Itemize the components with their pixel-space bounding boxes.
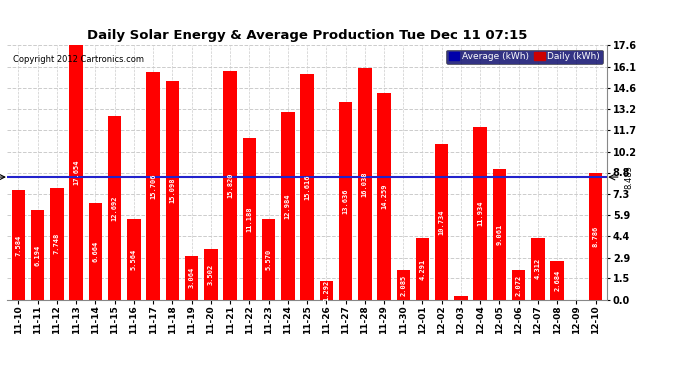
Text: 7.748: 7.748: [54, 233, 60, 255]
Bar: [31, 210, 44, 300]
Bar: [454, 296, 468, 300]
Bar: [262, 219, 275, 300]
Bar: [300, 74, 314, 300]
Legend: Average (kWh), Daily (kWh): Average (kWh), Daily (kWh): [446, 50, 602, 64]
Bar: [493, 169, 506, 300]
Bar: [473, 127, 487, 300]
Bar: [243, 138, 256, 300]
Bar: [377, 93, 391, 300]
Text: 12.984: 12.984: [285, 193, 290, 219]
Bar: [512, 270, 525, 300]
Text: 5.564: 5.564: [131, 249, 137, 270]
Bar: [358, 68, 371, 300]
Text: 12.692: 12.692: [112, 195, 118, 221]
Text: 11.934: 11.934: [477, 201, 483, 226]
Bar: [281, 112, 295, 300]
Text: 15.706: 15.706: [150, 174, 156, 199]
Text: 6.664: 6.664: [92, 241, 99, 262]
Bar: [12, 190, 25, 300]
Text: 8.485: 8.485: [624, 165, 633, 189]
Bar: [435, 144, 448, 300]
Bar: [224, 71, 237, 300]
Text: 9.061: 9.061: [496, 224, 502, 245]
Text: 3.064: 3.064: [188, 267, 195, 288]
Bar: [589, 173, 602, 300]
Bar: [127, 219, 141, 300]
Text: 17.654: 17.654: [73, 159, 79, 185]
Text: 4.312: 4.312: [535, 258, 541, 279]
Text: 1.292: 1.292: [324, 280, 329, 301]
Bar: [204, 249, 217, 300]
Text: 4.291: 4.291: [420, 258, 426, 279]
Text: 2.072: 2.072: [515, 274, 522, 296]
Bar: [50, 188, 63, 300]
Bar: [166, 81, 179, 300]
Bar: [551, 261, 564, 300]
Bar: [531, 237, 544, 300]
Bar: [319, 281, 333, 300]
Text: 15.098: 15.098: [169, 178, 175, 203]
Text: 10.734: 10.734: [439, 210, 445, 235]
Bar: [146, 72, 160, 300]
Text: 2.684: 2.684: [554, 270, 560, 291]
Text: 15.820: 15.820: [227, 172, 233, 198]
Bar: [70, 44, 83, 300]
Text: 13.636: 13.636: [342, 189, 348, 214]
Text: 3.502: 3.502: [208, 264, 214, 285]
Bar: [108, 116, 121, 300]
Text: 16.038: 16.038: [362, 171, 368, 196]
Bar: [89, 204, 102, 300]
Text: 14.259: 14.259: [381, 184, 387, 210]
Title: Daily Solar Energy & Average Production Tue Dec 11 07:15: Daily Solar Energy & Average Production …: [87, 30, 527, 42]
Bar: [416, 238, 429, 300]
Text: 8.786: 8.786: [593, 226, 599, 247]
Bar: [185, 256, 198, 300]
Text: 2.085: 2.085: [400, 274, 406, 296]
Text: 11.188: 11.188: [246, 206, 253, 232]
Text: 7.584: 7.584: [15, 234, 21, 256]
Text: 15.616: 15.616: [304, 174, 310, 200]
Text: 5.570: 5.570: [266, 249, 272, 270]
Bar: [397, 270, 410, 300]
Text: 6.194: 6.194: [34, 244, 41, 266]
Text: Copyright 2012 Cartronics.com: Copyright 2012 Cartronics.com: [13, 55, 144, 64]
Bar: [339, 102, 353, 300]
